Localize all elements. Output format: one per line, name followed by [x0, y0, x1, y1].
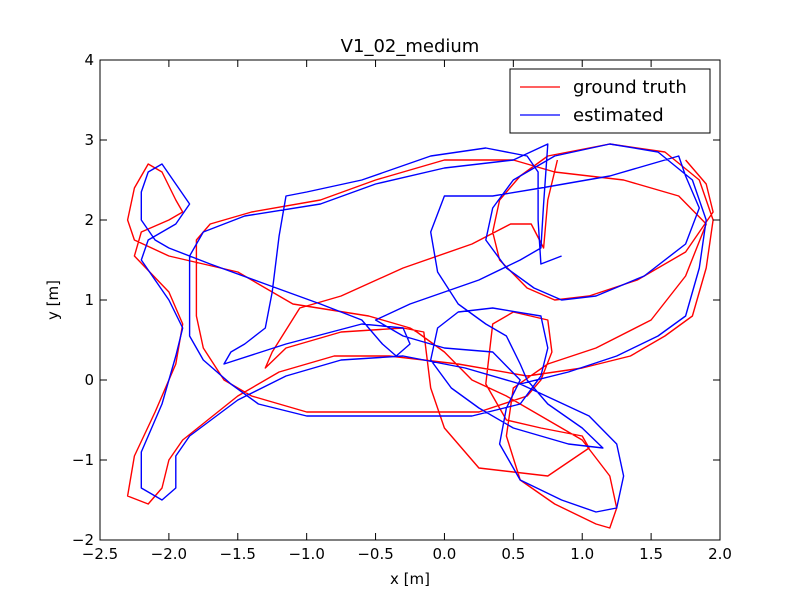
x-tick-label: 2.0: [708, 545, 732, 563]
ticks-layer: −2.5 −2.0 −1.5 −1.0 −0.5 0.0 0.5 1.0 1.5 2.0 −2 −1 0…: [72, 51, 732, 563]
x-tick-label: 0.5: [501, 545, 525, 563]
y-axis-label: y [m]: [44, 280, 62, 320]
x-tick-label: −1.5: [220, 545, 256, 563]
x-tick-label: −0.5: [357, 545, 393, 563]
legend: ground truth estimated: [509, 68, 711, 134]
series-layer: [126, 143, 714, 529]
x-tick-label: 1.0: [570, 545, 594, 563]
y-tick-label: 3: [84, 131, 94, 149]
x-tick-label: −2.0: [151, 545, 187, 563]
y-tick-label: 0: [84, 371, 94, 389]
x-tick-label: −1.0: [288, 545, 324, 563]
y-tick-label: 1: [84, 291, 94, 309]
legend-label-estimated: estimated: [573, 105, 664, 126]
series-line-estimated: [140, 143, 707, 513]
y-tick-label: −2: [72, 531, 94, 549]
x-tick-label: 0.0: [433, 545, 457, 563]
legend-label-ground-truth: ground truth: [573, 77, 687, 98]
plot-area: [100, 60, 720, 540]
y-tick-label: 2: [84, 211, 94, 229]
series-line-ground-truth: [126, 143, 714, 529]
y-tick-label: 4: [84, 51, 94, 69]
chart-title: V1_02_medium: [341, 36, 480, 57]
x-tick-label: −2.5: [82, 545, 118, 563]
y-tick-label: −1: [72, 451, 94, 469]
legend-box: [509, 68, 711, 134]
x-tick-label: 1.5: [639, 545, 663, 563]
x-axis-label: x [m]: [390, 570, 430, 588]
